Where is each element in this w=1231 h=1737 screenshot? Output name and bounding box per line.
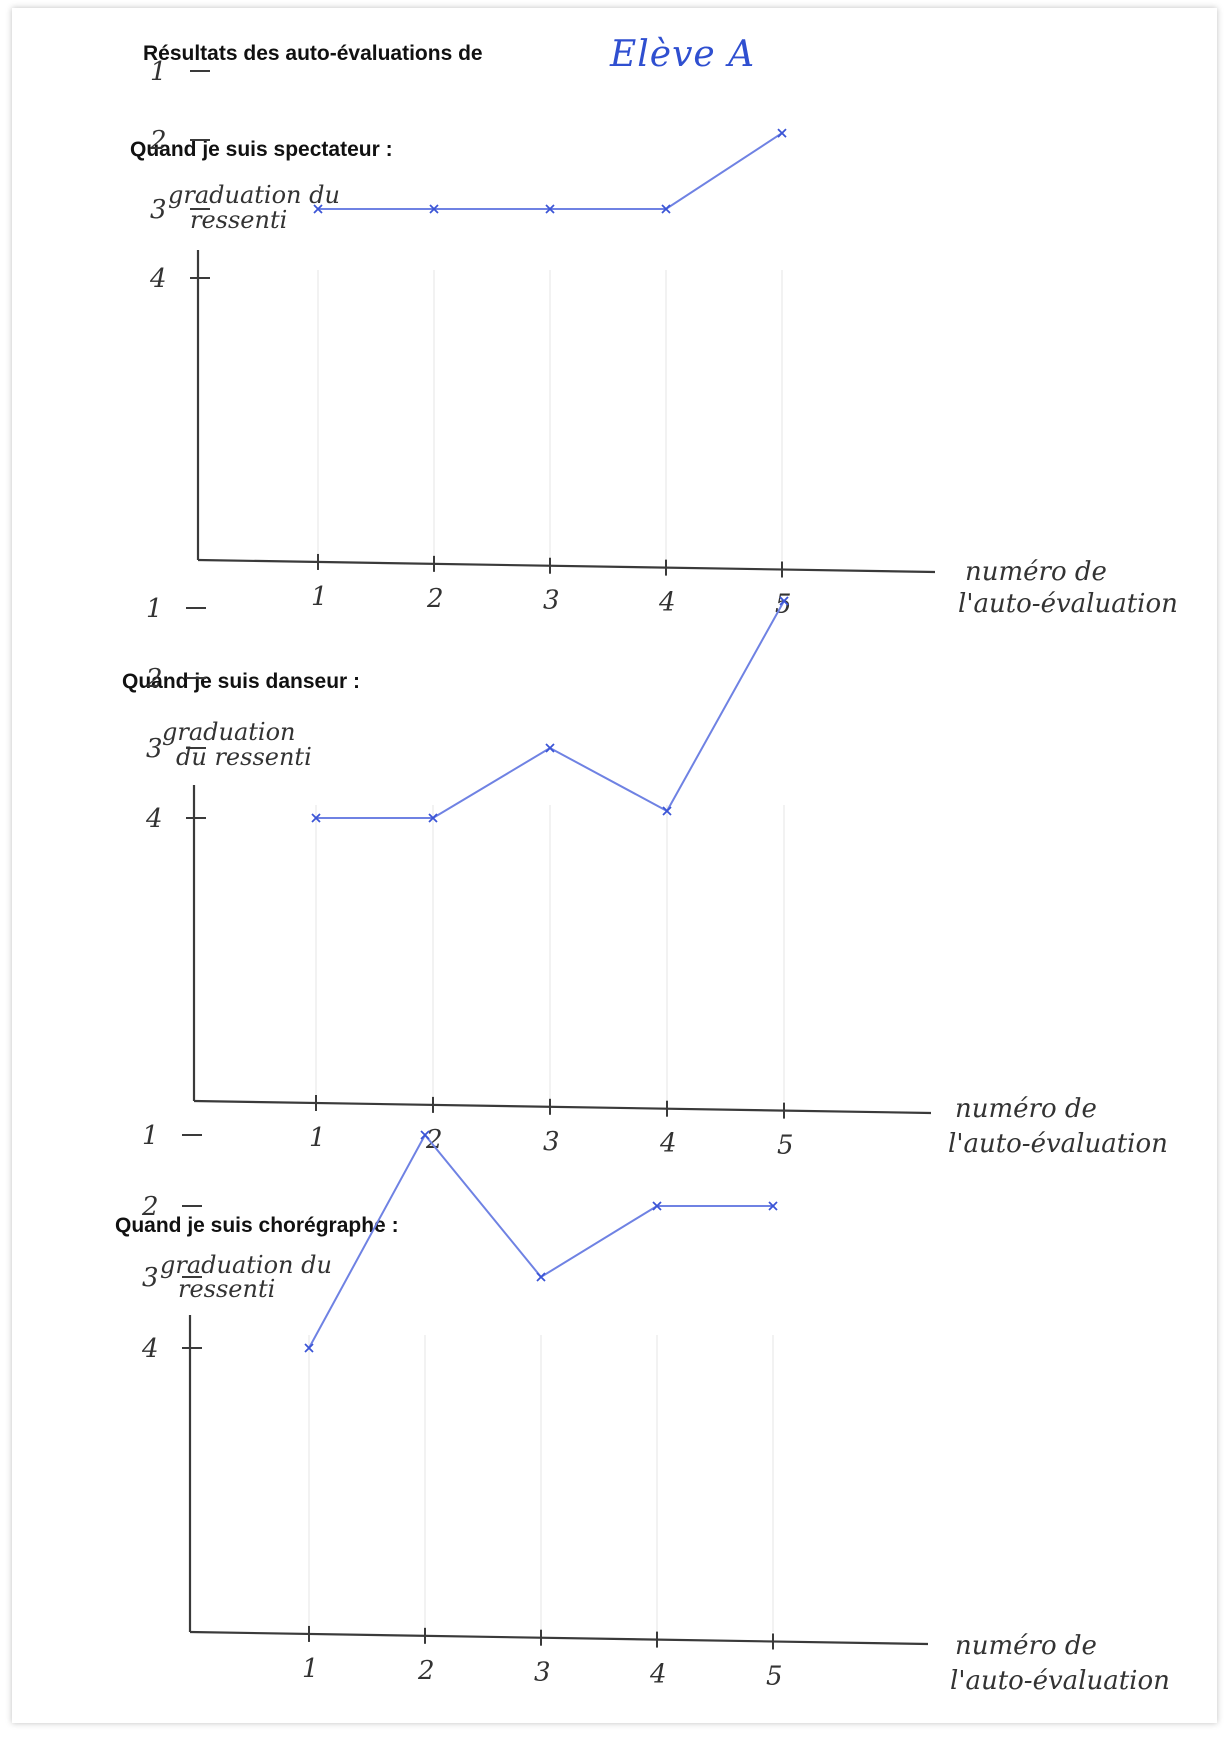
data-point-marker [311,813,321,823]
y-tick-label: 4 [141,1334,159,1364]
y-tick-label: 2 [145,664,163,694]
marker-stroke [313,204,323,214]
data-point-marker [428,813,438,823]
chart-title-danseur: Quand je suis danseur : [122,670,361,693]
y-axis-label: du ressenti [176,743,312,771]
x-axis [197,558,936,574]
x-tick-label: 5 [775,590,792,620]
data-point-marker [313,204,323,214]
x-axis-label: numéro de [965,557,1107,587]
x-tick-label: 1 [302,1654,319,1684]
data-point-marker [661,204,671,214]
data-point-marker [429,204,439,214]
x-tick-label: 1 [309,1123,326,1153]
data-point-marker [545,204,555,214]
y-tick-label: 1 [146,594,163,624]
marker-stroke [536,1272,546,1282]
y-tick-label: 2 [149,126,167,156]
marker-stroke [545,743,555,753]
marker-stroke [304,1343,314,1353]
x-axis-label: numéro de [955,1631,1097,1661]
chart-title-choregraphe: Quand je suis chorégraphe : [115,1214,399,1237]
x-tick-label: 1 [311,582,328,612]
data-point-marker [420,1130,430,1140]
x-axis [189,1630,929,1646]
y-tick-label: 3 [150,195,167,225]
marker-stroke [779,596,789,606]
worksheet-page: Résultats des auto-évaluations de Elève … [12,8,1217,1723]
page-title: Résultats des auto-évaluations de [143,42,483,65]
marker-stroke [311,813,321,823]
marker-stroke [652,1201,662,1211]
data-point-marker [779,596,789,606]
x-tick-label: 4 [649,1660,667,1690]
x-tick-label: 2 [425,1125,443,1155]
marker-stroke [545,204,555,214]
x-axis [193,1099,932,1115]
x-axis-label: l'auto-évaluation [948,1129,1168,1159]
marker-stroke [777,128,787,138]
x-axis-label: l'auto-évaluation [958,589,1178,619]
marker-stroke [768,1201,778,1211]
y-tick-label: 2 [141,1192,159,1222]
student-name: Elève A [610,34,756,75]
x-tick-label: 5 [777,1131,794,1161]
x-tick-label: 3 [543,1127,560,1157]
y-tick-label: 4 [145,804,163,834]
y-axis-label: ressenti [190,206,287,234]
x-tick-label: 4 [659,1129,677,1159]
x-tick-label: 3 [534,1658,551,1688]
y-tick-label: 3 [142,1263,159,1293]
data-point-marker [536,1272,546,1282]
y-tick-label: 1 [142,1121,159,1151]
y-tick-label: 3 [146,734,163,764]
series-line [318,132,783,210]
x-tick-label: 3 [543,586,560,616]
marker-stroke [662,806,672,816]
chart-title-spectateur: Quand je suis spectateur : [130,138,393,161]
y-axis-label: graduation du [160,1251,332,1279]
x-tick-label: 4 [658,588,676,618]
marker-stroke [661,204,671,214]
x-tick-label: 5 [766,1661,783,1691]
series-line [308,1133,773,1349]
y-tick-label: 1 [150,57,167,87]
marker-stroke [420,1130,430,1140]
series-line [316,600,785,819]
data-point-marker [545,743,555,753]
data-point-marker [304,1343,314,1353]
data-point-marker [662,806,672,816]
marker-stroke [428,813,438,823]
data-point-marker [777,128,787,138]
data-point-marker [768,1201,778,1211]
marker-stroke [429,204,439,214]
x-axis-label: l'auto-évaluation [950,1666,1170,1696]
y-axis-label: graduation [162,718,296,746]
x-axis-label: numéro de [955,1094,1097,1124]
data-point-marker [652,1201,662,1211]
y-axis-label: graduation du [168,181,340,209]
y-tick-label: 4 [149,264,167,294]
x-tick-label: 2 [426,584,444,614]
x-tick-label: 2 [417,1656,435,1686]
y-axis-label: ressenti [178,1275,275,1303]
